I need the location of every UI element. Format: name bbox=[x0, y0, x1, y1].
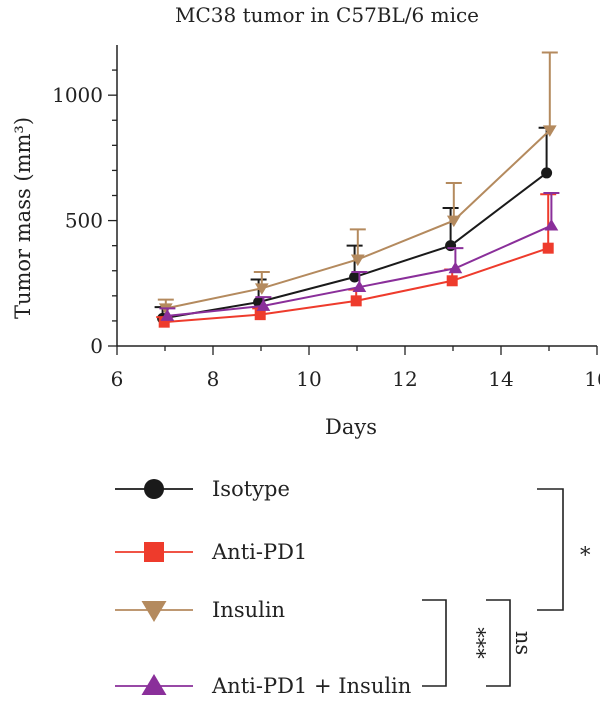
data-point bbox=[352, 280, 367, 293]
series-line bbox=[165, 129, 551, 310]
chart-title: MC38 tumor in C57BL/6 mice bbox=[175, 3, 479, 27]
legend-label: Isotype bbox=[212, 477, 290, 501]
data-point bbox=[446, 275, 458, 287]
significance-label: ns bbox=[511, 631, 535, 655]
significance-label: * bbox=[580, 543, 591, 567]
data-point bbox=[158, 316, 170, 328]
data-point bbox=[256, 299, 271, 311]
y-axis-label: Tumor mass (mm³) bbox=[11, 117, 35, 319]
plot-area: 6 8 10 12 14 16 0 500 1000 bbox=[52, 45, 600, 391]
data-point bbox=[349, 271, 361, 283]
legend-marker bbox=[141, 601, 167, 622]
significance-bracket bbox=[486, 599, 511, 687]
legend-label: Anti-PD1 + Insulin bbox=[211, 674, 411, 698]
data-point bbox=[160, 309, 175, 321]
significance-bracket bbox=[422, 599, 447, 687]
x-tick-label: 12 bbox=[392, 367, 417, 391]
legend-marker bbox=[141, 674, 167, 695]
y-tick-label: 500 bbox=[65, 209, 103, 233]
y-tick-label: 1000 bbox=[52, 83, 103, 107]
x-tick-label: 8 bbox=[207, 367, 220, 391]
data-point bbox=[544, 219, 559, 231]
x-tick-label: 10 bbox=[296, 367, 321, 391]
data-point bbox=[542, 125, 557, 137]
x-axis-label: Days bbox=[325, 415, 377, 439]
significance-bracket bbox=[537, 488, 564, 611]
x-tick-label: 16 bbox=[584, 367, 600, 391]
x-tick-label: 6 bbox=[111, 367, 124, 391]
x-tick-label: 14 bbox=[488, 367, 513, 391]
legend-label: Anti-PD1 bbox=[211, 540, 307, 564]
legend-marker bbox=[144, 479, 164, 499]
legend: Isotype Anti-PD1 Insulin Anti-PD1 + Insulin bbox=[115, 477, 411, 698]
y-tick-label: 0 bbox=[90, 334, 103, 358]
data-point bbox=[542, 242, 554, 254]
data-point bbox=[254, 309, 266, 321]
significance-label: *** bbox=[465, 627, 489, 659]
legend-marker bbox=[144, 542, 164, 562]
data-point bbox=[446, 215, 461, 228]
legend-label: Insulin bbox=[212, 598, 285, 622]
data-point bbox=[254, 283, 269, 295]
data-point bbox=[350, 254, 365, 267]
data-point bbox=[350, 295, 362, 307]
data-point bbox=[541, 167, 553, 179]
significance-brackets: **** ns bbox=[422, 488, 591, 687]
data-point bbox=[448, 261, 463, 274]
